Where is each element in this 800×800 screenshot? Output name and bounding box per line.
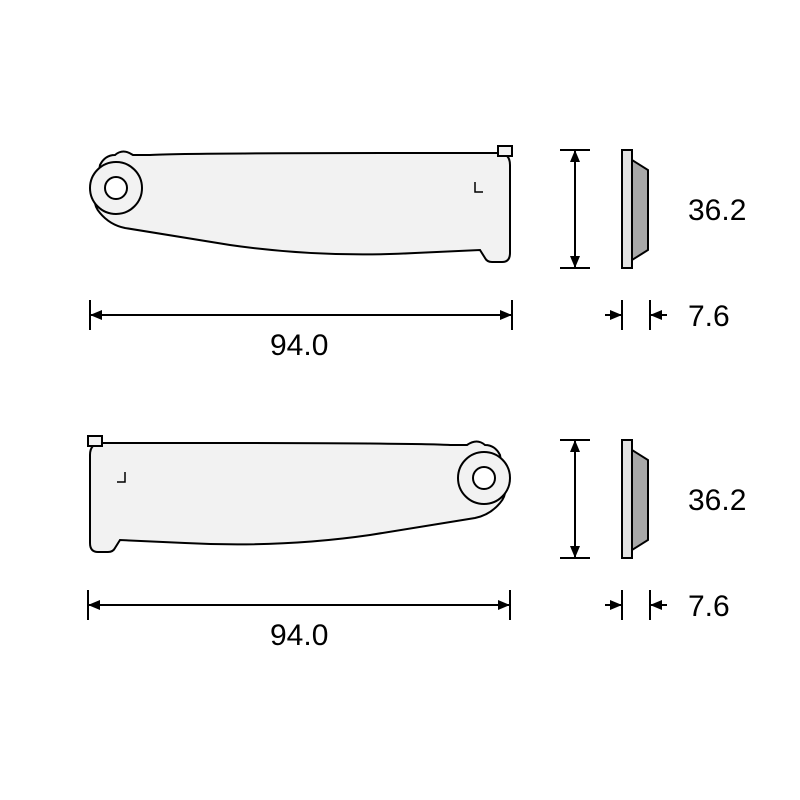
dim-bottom-width-label: 94.0 — [270, 619, 328, 652]
pad-bottom-hole — [473, 467, 495, 489]
dim-top-width-label: 94.0 — [270, 329, 328, 362]
brake-pad-bottom — [88, 436, 510, 552]
dim-top-thickness-label: 7.6 — [688, 300, 730, 333]
side-top-pad — [632, 160, 648, 260]
technical-drawing: 36.2 94.0 7.6 36.2 — [0, 0, 800, 800]
side-profile-top — [622, 150, 648, 268]
dim-top-thickness: 7.6 — [605, 300, 730, 333]
pad-bottom-outline — [90, 442, 505, 553]
drawing-svg: 36.2 94.0 7.6 36.2 — [0, 0, 800, 800]
dim-bottom-height-label: 36.2 — [688, 484, 746, 517]
dim-bottom-height: 36.2 — [560, 440, 746, 558]
dim-top-width: 94.0 — [90, 300, 512, 362]
pad-top-outline — [95, 152, 510, 263]
dim-top-height-label: 36.2 — [688, 194, 746, 227]
dim-bottom-thickness: 7.6 — [605, 590, 730, 623]
side-profile-bottom — [622, 440, 648, 558]
side-bottom-pad — [632, 450, 648, 550]
dim-bottom-thickness-label: 7.6 — [688, 590, 730, 623]
pad-bottom-notch — [88, 436, 102, 446]
dim-bottom-width: 94.0 — [88, 590, 510, 652]
dim-top-height: 36.2 — [560, 150, 746, 268]
pad-top-hole — [105, 177, 127, 199]
brake-pad-top — [90, 146, 512, 262]
pad-top-notch — [498, 146, 512, 156]
side-top-plate — [622, 150, 632, 268]
side-bottom-plate — [622, 440, 632, 558]
